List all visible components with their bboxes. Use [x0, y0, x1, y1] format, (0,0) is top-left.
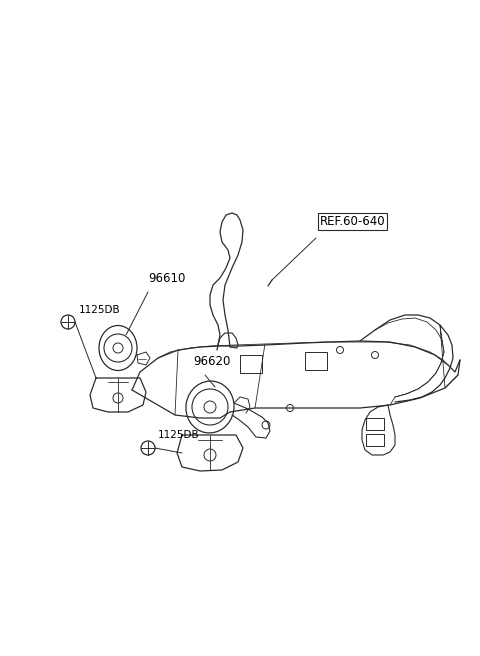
Text: 96610: 96610 — [148, 272, 185, 285]
Text: 96620: 96620 — [193, 355, 230, 368]
Bar — [240, 355, 262, 373]
Bar — [366, 418, 384, 430]
Text: 1125DB: 1125DB — [79, 305, 120, 315]
Text: REF.60-640: REF.60-640 — [320, 215, 385, 228]
Bar — [366, 434, 384, 446]
Bar — [305, 352, 327, 370]
Text: 1125DB: 1125DB — [158, 430, 200, 440]
